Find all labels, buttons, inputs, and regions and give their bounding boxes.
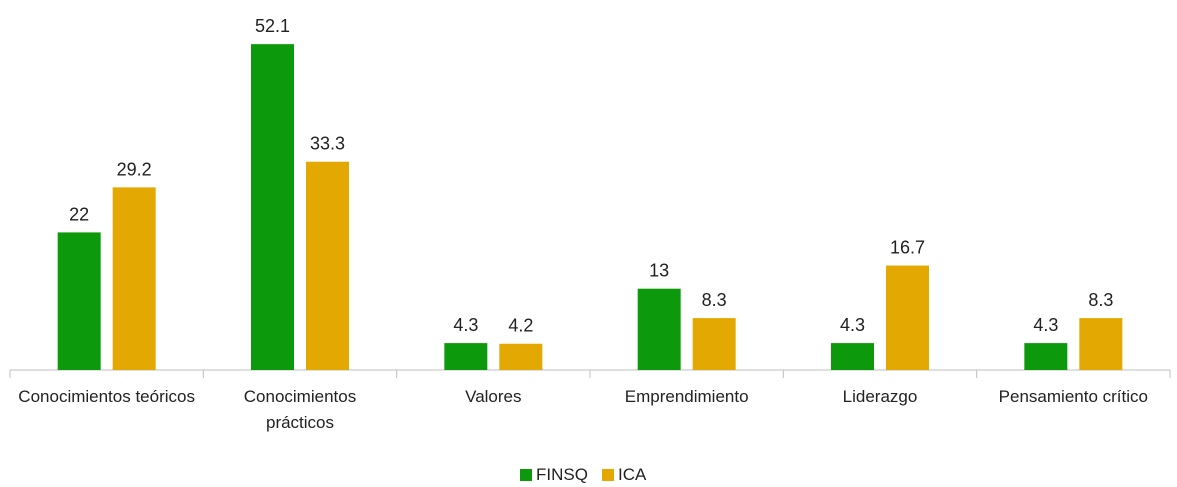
bar	[1079, 318, 1123, 370]
bar	[886, 265, 929, 370]
bar	[112, 187, 156, 370]
data-label: 29.2	[117, 159, 152, 179]
bar	[637, 288, 681, 370]
legend-swatch	[602, 469, 614, 481]
legend-label: ICA	[618, 465, 647, 484]
data-label: 52.1	[255, 16, 290, 36]
bar	[499, 343, 543, 370]
data-label: 4.3	[840, 315, 865, 335]
bar	[1024, 343, 1068, 370]
legend-item: FINSQ	[520, 465, 588, 485]
bar	[444, 343, 488, 370]
data-label: 22	[69, 204, 89, 224]
x-tick-label: Pensamiento crítico	[998, 387, 1148, 406]
x-tick-label: Conocimientos prácticos	[243, 387, 357, 432]
x-tick-label: Conocimientos teóricos	[18, 387, 195, 406]
x-tick-label: Emprendimiento	[624, 387, 749, 406]
data-label: 8.3	[702, 290, 727, 310]
legend-swatch	[520, 469, 532, 481]
bar	[831, 343, 874, 370]
legend-label: FINSQ	[536, 465, 588, 484]
bar	[57, 232, 101, 370]
data-label: 13	[649, 261, 669, 281]
data-label: 4.3	[1033, 315, 1058, 335]
legend-item: ICA	[602, 465, 646, 485]
data-label: 33.3	[310, 134, 345, 154]
bar	[251, 44, 294, 370]
data-label: 16.7	[890, 238, 925, 258]
x-tick-label: Valores	[465, 387, 522, 406]
bar	[692, 318, 736, 370]
data-label: 4.2	[508, 316, 533, 336]
data-label: 8.3	[1088, 290, 1113, 310]
data-label: 4.3	[453, 315, 478, 335]
bar	[306, 161, 349, 370]
x-tick-label: Liderazgo	[842, 387, 918, 406]
